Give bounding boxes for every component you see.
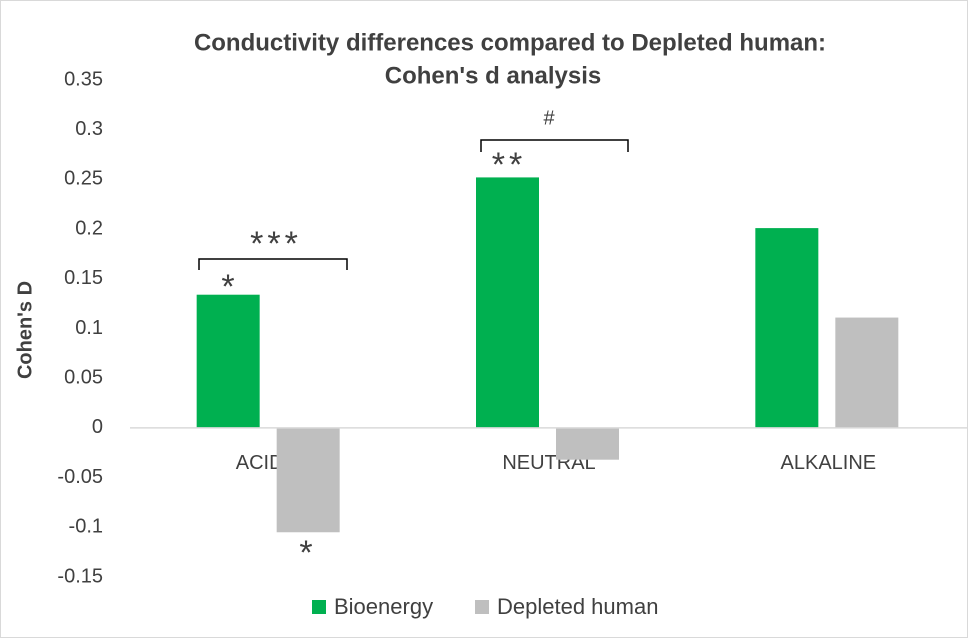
significance-bracket [480, 139, 629, 152]
chart-title: Conductivity differences compared to Dep… [194, 29, 826, 56]
bar [556, 427, 619, 460]
legend-swatch [312, 600, 326, 614]
annotation: # [543, 107, 555, 129]
annotation: * [221, 268, 238, 306]
y-tick-label: -0.15 [57, 565, 103, 587]
bar [755, 228, 819, 428]
bar [196, 294, 260, 428]
y-tick-label: 0.25 [64, 168, 103, 190]
y-tick-label: 0.3 [75, 118, 103, 140]
y-tick-label: -0.1 [69, 516, 103, 538]
y-axis-label: Cohen's D [14, 281, 36, 379]
y-tick-label: -0.05 [57, 466, 103, 488]
bar [476, 177, 539, 428]
y-tick-label: 0.15 [64, 267, 103, 289]
bar [835, 317, 899, 428]
annotation: ** [492, 146, 526, 184]
legend-swatch [475, 600, 489, 614]
legend-label: Depleted human [497, 594, 658, 619]
y-tick-label: 0.05 [64, 366, 103, 388]
significance-bracket [198, 258, 348, 270]
y-tick-label: 0.2 [75, 217, 103, 239]
legend-label: Bioenergy [334, 594, 433, 619]
y-tick-label: 0.1 [75, 317, 103, 339]
annotation: * [299, 534, 316, 572]
x-tick-label: ALKALINE [781, 452, 877, 474]
y-tick-label: 0.35 [64, 68, 103, 90]
bar [276, 427, 340, 533]
y-tick-label: 0 [92, 416, 103, 438]
annotation: *** [250, 225, 302, 263]
chart-title: Cohen's d analysis [385, 62, 601, 89]
